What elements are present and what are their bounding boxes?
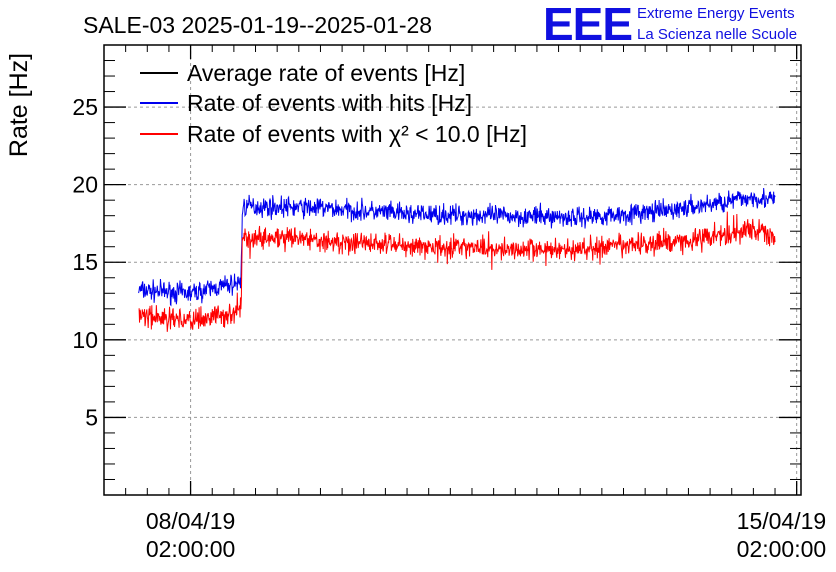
x-tick-label-time: 02:00:00 (146, 536, 236, 562)
legend: Average rate of events [Hz] Rate of event… (140, 60, 527, 147)
series-line-0 (138, 187, 776, 307)
logo-line-2: La Scienza nelle Scuole (637, 26, 797, 43)
axis-ticks: 51015202508/04/1902:00:0015/04/1902:00:0… (72, 45, 826, 562)
legend-label-2: Rate of events with χ² < 10.0 [Hz] (187, 121, 527, 147)
y-tick-label: 15 (72, 249, 98, 275)
y-tick-label: 5 (85, 404, 98, 430)
eee-logo: EEE Extreme Energy Events La Scienza nel… (543, 0, 797, 50)
chart-title: SALE-03 2025-01-19--2025-01-28 (83, 12, 432, 38)
legend-label-1: Rate of events with hits [Hz] (187, 90, 472, 116)
plot-frame (103, 44, 802, 496)
logo-line-1: Extreme Energy Events (637, 5, 795, 22)
x-tick-label-date: 15/04/19 (737, 508, 827, 534)
logo-mark: EEE (543, 0, 632, 50)
y-tick-label: 20 (72, 172, 98, 198)
series-line-1 (138, 211, 776, 332)
series-layer (138, 187, 776, 332)
x-tick-label-date: 08/04/19 (146, 508, 236, 534)
y-tick-label: 25 (72, 94, 98, 120)
legend-label-0: Average rate of events [Hz] (187, 60, 465, 86)
grid (104, 45, 801, 495)
y-tick-label: 10 (72, 327, 98, 353)
y-axis-label: Rate [Hz] (5, 53, 33, 157)
x-tick-label-time: 02:00:00 (737, 536, 827, 562)
